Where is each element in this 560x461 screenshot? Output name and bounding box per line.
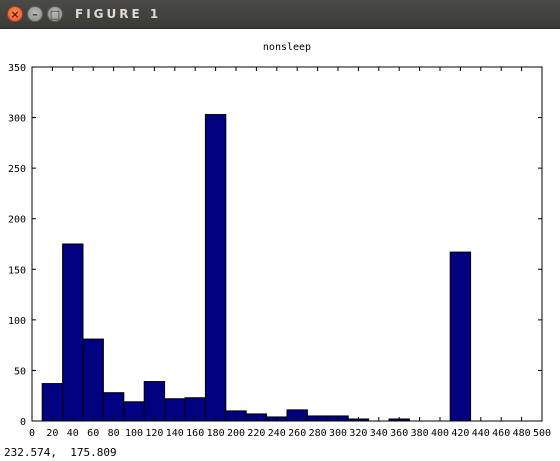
x-tick-label: 280 — [309, 428, 327, 439]
x-tick-label: 260 — [288, 428, 306, 439]
x-tick-label: 20 — [46, 428, 58, 439]
histogram-bar — [143, 381, 166, 422]
y-tick-label: 150 — [8, 265, 26, 276]
plot-canvas[interactable]: 0 20 40 60 80 100 120 140 160 180 200 220 240 260 280 3… — [0, 29, 560, 447]
x-tick-label: 0 — [29, 428, 35, 439]
y-tick-label: 200 — [8, 215, 26, 226]
x-tick-label: 100 — [125, 428, 143, 439]
minimize-button[interactable]: – — [27, 6, 43, 22]
histogram-bar — [449, 251, 472, 422]
x-tick-label: 140 — [166, 428, 184, 439]
x-tick-label: 220 — [247, 428, 265, 439]
minimize-icon: – — [32, 8, 38, 21]
x-tick-label: 460 — [492, 428, 510, 439]
x-tick-label: 120 — [145, 428, 163, 439]
histogram-bar — [41, 383, 64, 422]
x-tick-label: 300 — [329, 428, 347, 439]
cursor-coordinates: 232.574, 175.809 — [4, 446, 117, 459]
x-tick-label: 380 — [411, 428, 429, 439]
histogram-bar — [62, 243, 84, 422]
x-tick-label: 80 — [108, 428, 120, 439]
x-tick-label: 320 — [349, 428, 367, 439]
histogram-bar — [82, 338, 104, 422]
y-tick-label: 350 — [8, 63, 26, 74]
x-tick-label: 340 — [370, 428, 388, 439]
x-tick-label: 500 — [533, 428, 551, 439]
close-button[interactable]: × — [7, 6, 23, 22]
x-tick-label: 200 — [227, 428, 245, 439]
title-bar[interactable]: × – □ FIGURE 1 — [0, 0, 560, 29]
axes-frame — [31, 66, 543, 422]
x-tick-label: 400 — [431, 428, 449, 439]
histogram-chart[interactable]: 0 20 40 60 80 100 120 140 160 180 200 220 240 260 280 3… — [0, 29, 560, 447]
x-tick-label: 60 — [87, 428, 99, 439]
y-tick-label: 250 — [8, 164, 26, 175]
window-title: FIGURE 1 — [75, 7, 162, 21]
close-icon: × — [10, 8, 20, 21]
x-tick-label: 160 — [186, 428, 204, 439]
x-tick-label: 480 — [513, 428, 531, 439]
ticks-layer: 0 20 40 60 80 100 120 140 160 180 200 220 240 260 280 3… — [8, 63, 551, 439]
histogram-bar — [204, 114, 227, 422]
y-tick-label: 0 — [20, 417, 26, 428]
y-tick-label: 300 — [8, 114, 26, 125]
x-tick-label: 240 — [268, 428, 286, 439]
chart-title: nonsleep — [263, 42, 311, 53]
x-tick-label: 440 — [472, 428, 490, 439]
y-tick-label: 50 — [14, 366, 26, 377]
y-tick-label: 100 — [8, 316, 26, 327]
bars-layer — [41, 114, 472, 422]
x-tick-label: 360 — [390, 428, 408, 439]
x-tick-label: 40 — [67, 428, 79, 439]
maximize-icon: □ — [49, 8, 61, 21]
maximize-button[interactable]: □ — [47, 6, 63, 22]
x-tick-label: 420 — [451, 428, 469, 439]
histogram-bar — [102, 392, 125, 422]
status-bar: 232.574, 175.809 — [0, 446, 560, 461]
x-tick-label: 180 — [207, 428, 225, 439]
